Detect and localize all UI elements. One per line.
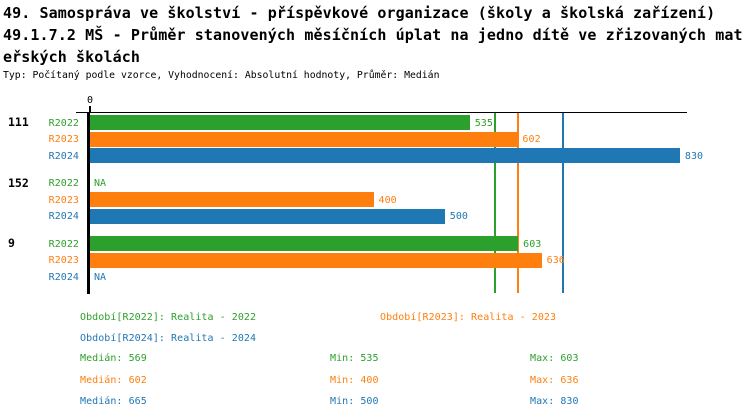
row-label-152-r2023: R2023 — [48, 194, 79, 206]
median-line-r2024 — [562, 113, 565, 293]
row-label-111-r2024: R2024 — [48, 150, 79, 162]
bar-152-r2024 — [90, 208, 445, 224]
group-label-152: 152 — [8, 175, 29, 190]
bar-152-r2023 — [90, 192, 374, 207]
x-axis-tick-label-zero: 0 — [86, 95, 94, 106]
median-stat-r2022: Medián: 569 — [80, 353, 147, 364]
horizontal-bar-chart: 0 111 R2022 535 R2023 602 R2024 830 152 R2022 NA R… — [8, 95, 704, 294]
na-value-label-9-r2024: NA — [94, 271, 107, 283]
median-stat-r2024: Medián: 665 — [80, 396, 147, 407]
bar-value-label-9-r2022: 603 — [523, 238, 542, 250]
y-axis-line — [87, 111, 90, 294]
group-label-9: 9 — [8, 236, 15, 250]
bar-9-r2023 — [90, 252, 542, 268]
row-label-9-r2022: R2022 — [48, 238, 79, 250]
median-stat-r2023: Medián: 602 — [80, 375, 147, 386]
legend-item-r2023: Období[R2023]: Realita - 2023 — [380, 312, 557, 323]
median-line-r2022 — [493, 113, 496, 293]
bar-111-r2023 — [90, 131, 518, 147]
bar-value-label-111-r2022: 535 — [474, 117, 493, 129]
legend-item-r2024: Období[R2024]: Realita - 2024 — [80, 333, 257, 344]
min-stat-r2023: Min: 400 — [330, 375, 379, 386]
bar-value-label-9-r2023: 636 — [546, 255, 565, 266]
legend-item-r2022: Období[R2022]: Realita - 2022 — [80, 312, 257, 323]
row-label-152-r2024: R2024 — [48, 211, 79, 222]
max-stat-r2023: Max: 636 — [530, 375, 579, 386]
row-label-9-r2024: R2024 — [48, 271, 79, 283]
x-axis-line — [76, 111, 687, 113]
report-title-line3: eřských školách — [3, 48, 140, 66]
x-axis-tick-mark — [89, 106, 91, 112]
median-line-r2023 — [517, 113, 520, 293]
bar-111-r2022 — [90, 115, 470, 130]
report-header: 49. Samospráva ve školství - příspěvkové… — [3, 2, 748, 83]
row-label-111-r2023: R2023 — [48, 134, 79, 145]
group-label-111: 111 — [8, 115, 29, 129]
row-label-152-r2022: R2022 — [48, 178, 79, 189]
na-value-label-152-r2022: NA — [94, 178, 107, 189]
bar-9-r2022 — [90, 236, 519, 251]
row-label-111-r2022: R2022 — [48, 117, 79, 129]
bar-value-label-152-r2023: 400 — [378, 194, 397, 206]
max-stat-r2022: Max: 603 — [530, 353, 579, 364]
max-stat-r2024: Max: 830 — [530, 396, 579, 407]
report-title-line2: 49.1.7.2 MŠ - Průměr stanovených měsíční… — [3, 26, 743, 44]
bar-value-label-111-r2023: 602 — [522, 134, 541, 145]
row-label-9-r2023: R2023 — [48, 255, 79, 266]
report-title-line1: 49. Samospráva ve školství - příspěvkové… — [3, 4, 716, 22]
min-stat-r2022: Min: 535 — [330, 353, 379, 364]
min-stat-r2024: Min: 500 — [330, 396, 379, 407]
chart-meta-line: Typ: Počítaný podle vzorce, Vyhodnocení:… — [3, 70, 440, 81]
bar-111-r2024 — [90, 148, 680, 163]
bar-value-label-111-r2024: 830 — [684, 150, 704, 162]
bar-value-label-152-r2024: 500 — [449, 211, 468, 222]
